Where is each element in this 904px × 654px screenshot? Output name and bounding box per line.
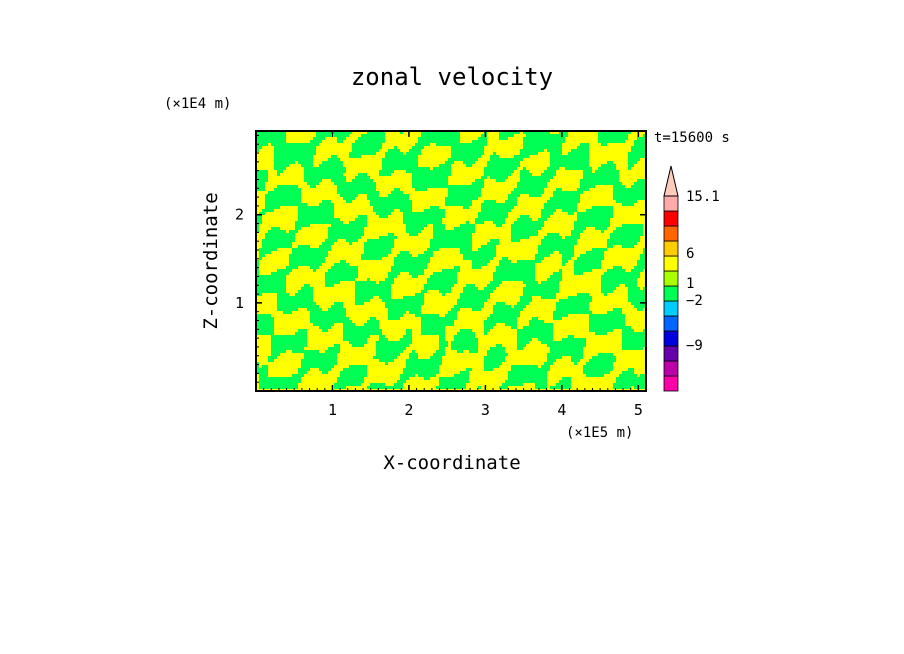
x-tick-label: 2	[404, 401, 413, 419]
y-tick-label: 1	[235, 294, 244, 312]
x-tick-label: 3	[481, 401, 490, 419]
colorbar-bin	[663, 300, 679, 317]
y-scale-label: (×1E4 m)	[164, 96, 231, 112]
colorbar-extend-arrow	[663, 165, 679, 197]
chart-title: zonal velocity	[351, 63, 553, 91]
colorbar-bin	[663, 210, 679, 227]
plot-frame	[255, 130, 647, 392]
colorbar-bin	[663, 330, 679, 347]
y-axis-title: Z-coordinate	[200, 192, 222, 329]
plot-area	[255, 130, 647, 392]
colorbar-bin	[663, 315, 679, 332]
x-scale-label: (×1E5 m)	[566, 425, 633, 441]
colorbar-label: −9	[686, 338, 703, 354]
x-axis-title: X-coordinate	[383, 452, 520, 474]
colorbar-label: 1	[686, 276, 694, 292]
colorbar-bin	[663, 345, 679, 362]
colorbar-bin	[663, 285, 679, 302]
colorbar-bin	[663, 195, 679, 212]
colorbar-bin	[663, 375, 679, 392]
colorbar-label: 15.1	[686, 189, 720, 205]
y-axis: 12	[235, 134, 646, 383]
y-tick-label: 2	[235, 206, 244, 224]
colorbar-bin	[663, 270, 679, 287]
x-axis: 1 2 3 4 5	[263, 131, 647, 419]
colorbar-bin	[663, 255, 679, 272]
colorbar-label: −2	[686, 293, 703, 309]
velocity-field	[256, 131, 646, 389]
colorbar-bin	[663, 225, 679, 242]
colorbar-label: 6	[686, 246, 694, 262]
x-tick-label: 1	[328, 401, 337, 419]
x-tick-label: 4	[557, 401, 566, 419]
time-label: t=15600 s	[654, 130, 730, 146]
colorbar: 15.1 6 1−2 −9	[663, 165, 720, 392]
field-region	[256, 131, 646, 389]
x-tick-label: 5	[634, 401, 643, 419]
colorbar-bin	[663, 240, 679, 257]
colorbar-bin	[663, 360, 679, 377]
